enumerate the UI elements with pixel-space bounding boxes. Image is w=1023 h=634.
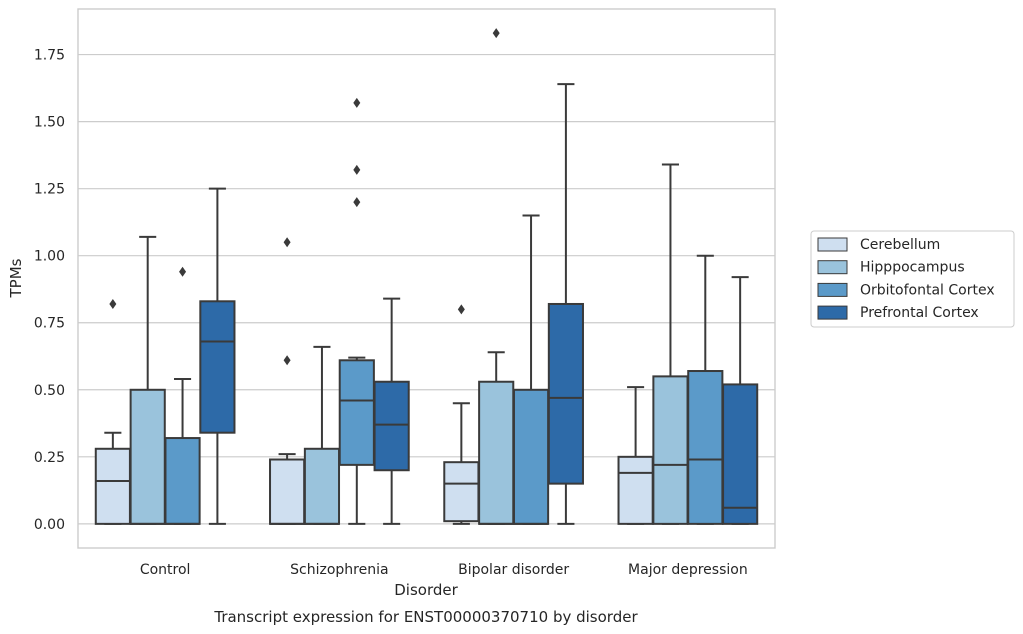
outlier-point	[283, 237, 291, 248]
x-tick-label: Bipolar disorder	[458, 562, 569, 578]
y-tick-label: 1.25	[34, 182, 65, 198]
outlier-point	[283, 355, 291, 366]
box	[512, 388, 550, 525]
box-groups	[94, 28, 759, 525]
box	[617, 455, 654, 525]
box-plot	[722, 276, 759, 525]
y-tick-labels: 0.00 0.25 0.50 0.75 1.00 1.25 1.50 1.75	[34, 48, 65, 533]
outlier-point	[353, 197, 361, 208]
box-plot	[303, 345, 341, 525]
box	[129, 388, 166, 525]
box	[338, 359, 375, 466]
box-plot	[199, 187, 236, 525]
box	[199, 300, 236, 434]
outlier-point	[353, 97, 361, 108]
legend-swatch	[817, 282, 848, 297]
box	[303, 447, 341, 525]
plot-frame	[77, 8, 776, 549]
box	[373, 380, 410, 472]
outlier-point	[457, 304, 465, 315]
box	[443, 461, 480, 523]
box	[547, 302, 584, 485]
box	[94, 447, 131, 525]
x-tick-label: Major depression	[628, 562, 748, 578]
box	[652, 375, 689, 525]
outlier-point	[492, 28, 500, 39]
legend-label: Prefrontal Cortex	[860, 305, 979, 321]
x-tick-label: Control	[140, 562, 191, 578]
box-plot	[687, 254, 724, 525]
box-plot	[94, 298, 131, 525]
box	[164, 437, 201, 525]
box-plot	[443, 304, 480, 525]
box	[687, 370, 724, 525]
box-plot	[338, 97, 375, 525]
x-tick-labels: Control Schizophrenia Bipolar disorder Majo…	[140, 562, 748, 578]
y-tick-label: 1.00	[34, 249, 65, 265]
box	[722, 383, 759, 525]
y-tick-label: 1.75	[34, 48, 65, 64]
box-plot	[129, 235, 166, 525]
legend-swatch	[817, 237, 848, 252]
legend-label: Hipppocampus	[860, 260, 965, 276]
chart-caption: Transcript expression for ENST0000037071…	[213, 608, 638, 626]
box-plot	[478, 28, 515, 525]
outlier-point	[353, 164, 361, 175]
y-tick-label: 0.50	[34, 383, 65, 399]
outlier-point	[109, 298, 117, 309]
legend-swatch	[817, 260, 848, 275]
y-axis-label: TPMs	[7, 258, 25, 298]
box	[269, 458, 306, 525]
y-tick-label: 0.75	[34, 316, 65, 332]
y-tick-label: 0.25	[34, 450, 65, 466]
box-plot	[547, 83, 584, 525]
box-plot	[373, 297, 410, 525]
box	[478, 380, 515, 525]
legend-label: Cerebellum	[860, 237, 940, 253]
outlier-point	[179, 266, 187, 277]
box-plot	[269, 237, 306, 525]
legend-frame	[810, 230, 1015, 328]
legend-swatch	[817, 305, 848, 320]
x-tick-label: Schizophrenia	[290, 562, 388, 578]
legend: Cerebellum Hipppocampus Orbitofontal Corte…	[810, 230, 1015, 328]
box-plot	[652, 163, 689, 525]
x-axis-label: Disorder	[394, 581, 458, 599]
box-plot	[617, 386, 654, 525]
box-plot	[164, 266, 201, 525]
y-tick-label: 0.00	[34, 517, 65, 533]
legend-label: Orbitofontal Cortex	[860, 282, 995, 298]
y-tick-label: 1.50	[34, 115, 65, 131]
box-plot	[512, 214, 550, 525]
